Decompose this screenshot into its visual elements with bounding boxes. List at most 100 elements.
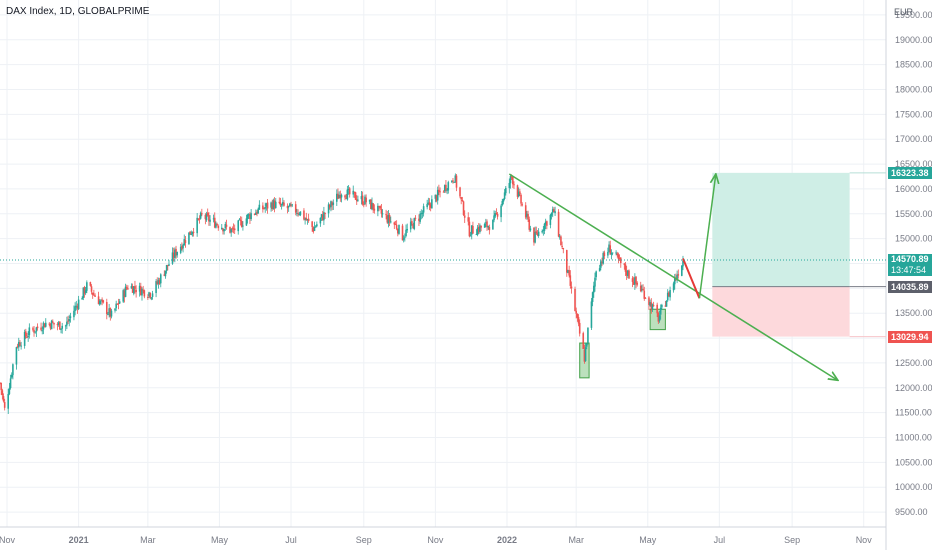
candle-body bbox=[148, 292, 150, 297]
candle-body bbox=[577, 317, 580, 324]
candle-body bbox=[36, 326, 39, 329]
candle-body bbox=[504, 187, 507, 194]
candle-body bbox=[475, 234, 478, 236]
candle-body bbox=[238, 219, 241, 221]
candle-body bbox=[428, 202, 431, 206]
candle-body bbox=[634, 277, 636, 285]
current-price-value: 14570.89 bbox=[891, 253, 929, 264]
candle-body bbox=[544, 221, 547, 225]
candle-body bbox=[590, 301, 593, 328]
candle-body bbox=[389, 221, 392, 223]
candle-body bbox=[127, 288, 129, 290]
candle-body bbox=[205, 213, 208, 221]
candle-body bbox=[101, 299, 103, 301]
candle-body bbox=[591, 292, 594, 302]
candle-body bbox=[472, 225, 474, 234]
candle-body bbox=[98, 301, 101, 305]
candle-body bbox=[526, 213, 528, 217]
candle-body bbox=[66, 321, 68, 326]
candle-body bbox=[216, 223, 218, 226]
candle-body bbox=[27, 335, 29, 337]
candle-body bbox=[521, 204, 524, 206]
candle-body bbox=[3, 401, 6, 408]
candle-body bbox=[90, 286, 93, 292]
candle-body bbox=[493, 215, 495, 221]
candle-body bbox=[500, 205, 502, 218]
candle-body bbox=[558, 236, 561, 238]
candle-body bbox=[554, 211, 556, 214]
candle-body bbox=[313, 226, 316, 231]
candle-body bbox=[618, 258, 621, 260]
candle-body bbox=[557, 211, 560, 237]
candle-body bbox=[239, 219, 242, 221]
candle-body bbox=[567, 270, 569, 273]
candle-body bbox=[361, 195, 364, 205]
candle-body bbox=[619, 257, 622, 264]
candle-body bbox=[93, 294, 95, 296]
candle-body bbox=[549, 214, 552, 225]
candle-body bbox=[312, 227, 315, 232]
candle-body bbox=[263, 208, 265, 210]
candle-body bbox=[12, 364, 14, 376]
candle-body bbox=[156, 281, 159, 284]
candle-body bbox=[174, 249, 176, 258]
candle-body bbox=[213, 217, 216, 228]
candle-body bbox=[344, 195, 346, 198]
candle-body bbox=[371, 202, 373, 210]
candle-body bbox=[585, 343, 588, 347]
candle-body bbox=[657, 313, 660, 322]
candle-body bbox=[237, 220, 240, 232]
y-tick-label: 16500.00 bbox=[895, 159, 932, 169]
candle-body bbox=[167, 264, 169, 267]
candle-body bbox=[529, 228, 532, 231]
bar-countdown: 13:47:54 bbox=[891, 264, 927, 275]
candle-body bbox=[677, 274, 680, 276]
candles bbox=[0, 173, 684, 414]
candle-body bbox=[20, 345, 22, 347]
candle-body bbox=[527, 214, 529, 220]
candle-body bbox=[668, 292, 670, 297]
candle-body bbox=[201, 213, 203, 215]
candle-body bbox=[9, 378, 12, 389]
candle-body bbox=[109, 308, 112, 317]
candle-body bbox=[130, 286, 133, 289]
candle-body bbox=[534, 231, 536, 243]
candle-body bbox=[582, 333, 585, 350]
candle-body bbox=[231, 228, 234, 230]
y-tick-label: 15000.00 bbox=[895, 234, 932, 244]
candle-body bbox=[445, 184, 447, 191]
candle-body bbox=[495, 213, 498, 215]
candle-body bbox=[346, 189, 349, 200]
candle-body bbox=[566, 250, 568, 273]
candle-body bbox=[323, 212, 325, 221]
candle-body bbox=[314, 226, 317, 228]
x-tick-label: Sep bbox=[356, 535, 372, 545]
candle-body bbox=[262, 205, 264, 210]
candle-body bbox=[199, 212, 202, 219]
candle-body bbox=[151, 293, 154, 297]
pullback-arrow bbox=[682, 258, 701, 299]
candle-body bbox=[666, 292, 669, 301]
candle-body bbox=[143, 290, 146, 297]
candle-body bbox=[467, 217, 470, 222]
candle-body bbox=[299, 211, 302, 215]
candle-body bbox=[649, 302, 651, 306]
candle-body bbox=[575, 310, 577, 314]
candle-body bbox=[479, 225, 481, 232]
candle-body bbox=[461, 200, 464, 202]
candle-body bbox=[492, 219, 494, 230]
candle-body bbox=[422, 206, 425, 213]
candle-body bbox=[316, 224, 318, 227]
candle-body bbox=[320, 214, 323, 218]
candle-body bbox=[672, 283, 675, 291]
candle-body bbox=[23, 332, 26, 346]
candle-body bbox=[673, 277, 676, 285]
candle-body bbox=[454, 175, 457, 182]
candle-body bbox=[512, 176, 514, 185]
candle-body bbox=[460, 197, 462, 200]
candle-body bbox=[387, 215, 390, 224]
candle-body bbox=[8, 388, 11, 395]
candle-body bbox=[220, 227, 223, 229]
